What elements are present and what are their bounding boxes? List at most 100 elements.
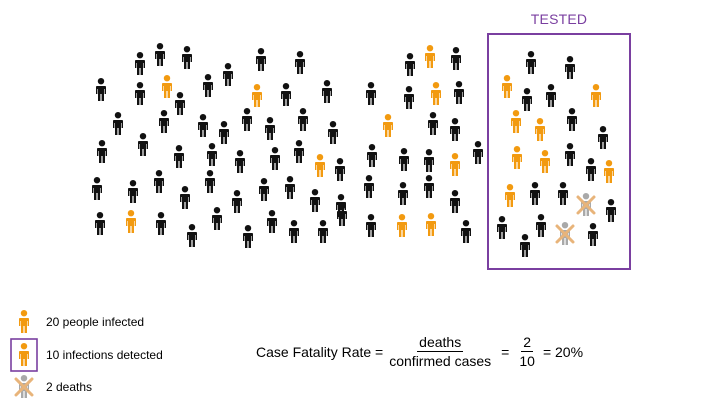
person-icon <box>175 92 185 115</box>
person-icon <box>586 158 596 181</box>
person-icon <box>598 126 608 149</box>
person-icon <box>198 114 208 137</box>
formula-fraction-values: 2 10 <box>517 334 537 369</box>
infected-person-icon <box>162 75 172 98</box>
person-icon <box>135 82 145 105</box>
person-icon <box>461 220 471 243</box>
person-icon <box>155 43 165 66</box>
person-icon <box>366 82 376 105</box>
legend-deaths: 2 deaths <box>10 373 92 401</box>
person-icon <box>212 207 222 230</box>
legend-deaths-label: 2 deaths <box>46 380 93 394</box>
person-icon <box>205 170 215 193</box>
infected-person-icon <box>512 146 522 169</box>
infected-person-icon <box>431 82 441 105</box>
person-icon <box>187 224 197 247</box>
person-icon <box>97 140 107 163</box>
person-icon <box>95 212 105 235</box>
person-infected-icon <box>19 310 29 333</box>
formula-value-numerator: 2 <box>521 334 534 352</box>
legend-detected: 10 infections detected <box>10 338 163 372</box>
person-icon <box>135 52 145 75</box>
infected-person-icon <box>505 184 515 207</box>
infected-person-icon <box>425 45 435 68</box>
person-icon <box>156 212 166 235</box>
person-icon <box>398 182 408 205</box>
person-icon <box>367 144 377 167</box>
formula-numerator: deaths <box>417 334 464 352</box>
person-icon <box>405 53 415 76</box>
person-icon <box>295 51 305 74</box>
legend-infected-label: 20 people infected <box>46 315 145 329</box>
person-icon <box>335 158 345 181</box>
person-icon <box>558 182 568 205</box>
person-icon <box>473 141 483 164</box>
person-icon <box>223 63 233 86</box>
person-icon <box>424 149 434 172</box>
legend-infected: 20 people infected <box>10 308 144 336</box>
person-icon <box>536 214 546 237</box>
person-icon <box>128 180 138 203</box>
person-icon <box>454 81 464 104</box>
legend-detected-label: 10 infections detected <box>46 348 163 362</box>
person-icon <box>92 177 102 200</box>
person-icon <box>588 223 598 246</box>
person-icon <box>154 170 164 193</box>
person-icon <box>606 199 616 222</box>
infected-person-icon <box>540 150 550 173</box>
person-icon <box>328 121 338 144</box>
person-icon <box>404 86 414 109</box>
person-icon <box>207 143 217 166</box>
person-icon <box>232 190 242 213</box>
infected-person-icon <box>502 75 512 98</box>
infected-person-icon <box>450 153 460 176</box>
case-fatality-formula: Case Fatality Rate = deaths confirmed ca… <box>256 334 583 369</box>
person-detected-icon <box>10 338 38 372</box>
person-icon <box>526 51 536 74</box>
infected-person-icon <box>397 214 407 237</box>
infected-person-icon <box>604 160 614 183</box>
person-icon <box>530 182 540 205</box>
person-icon <box>235 150 245 173</box>
person-icon <box>180 186 190 209</box>
person-icon <box>567 108 577 131</box>
person-icon <box>565 56 575 79</box>
person-icon <box>318 220 328 243</box>
formula-denominator: confirmed cases <box>389 353 492 369</box>
person-icon <box>96 78 106 101</box>
tested-box <box>487 33 631 270</box>
person-icon <box>520 234 530 257</box>
infected-person-icon <box>426 213 436 236</box>
infected-person-icon <box>511 110 521 133</box>
person-icon <box>522 88 532 111</box>
person-icon <box>281 83 291 106</box>
formula-fraction-words: deaths confirmed cases <box>387 334 493 369</box>
person-icon <box>159 110 169 133</box>
person-icon <box>294 140 304 163</box>
person-icon <box>182 46 192 69</box>
person-icon <box>219 121 229 144</box>
person-icon <box>399 148 409 171</box>
infected-person-icon <box>315 154 325 177</box>
person-icon <box>451 47 461 70</box>
tested-label: TESTED <box>530 11 588 27</box>
person-icon <box>366 214 376 237</box>
tested-group <box>497 51 616 257</box>
person-icon <box>289 220 299 243</box>
person-icon <box>267 210 277 233</box>
person-dead-icon <box>14 375 34 398</box>
person-icon <box>259 178 269 201</box>
person-icon <box>450 190 460 213</box>
dead-person-icon <box>555 222 575 245</box>
formula-equals: = <box>501 343 510 360</box>
formula-value-denominator: 10 <box>519 353 535 369</box>
person-icon <box>285 176 295 199</box>
person-icon <box>337 203 347 226</box>
person-icon <box>174 145 184 168</box>
person-icon <box>298 108 308 131</box>
person-icon <box>428 112 438 135</box>
person-icon <box>424 175 434 198</box>
population-crowd <box>92 43 483 248</box>
person-icon <box>270 147 280 170</box>
